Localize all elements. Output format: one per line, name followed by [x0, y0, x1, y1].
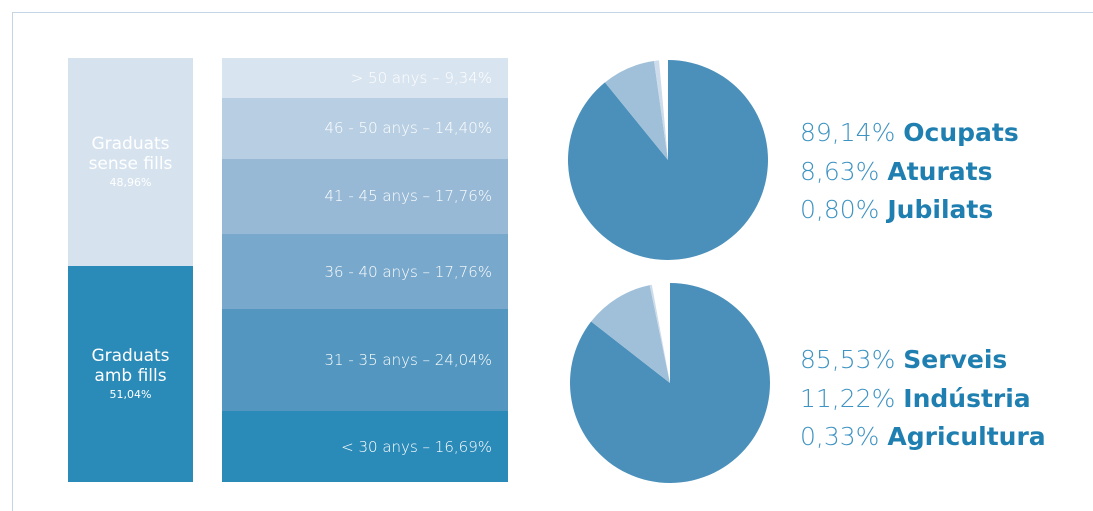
legend-name: Ocupats [903, 118, 1019, 147]
legend-value: 89,14% [800, 118, 896, 147]
segment-label: 36 - 40 anys – 17,76% [324, 262, 492, 281]
legend-entry: 85,53% Serveis [800, 345, 1007, 374]
bar-segment: Graduats sense fills 48,96% [68, 58, 193, 266]
bar-segment: Graduats amb fills 51,04% [68, 265, 193, 482]
bar-segment: > 50 anys – 9,34% [222, 58, 508, 98]
bar-segment: < 30 anys – 16,69% [222, 411, 508, 482]
segment-label: 46 - 50 anys – 14,40% [324, 119, 492, 138]
segment-name: Graduats sense fills [88, 134, 173, 175]
pie-slice [568, 60, 769, 260]
legend-value: 11,22% [800, 383, 896, 413]
segment-label: 51,04% [109, 388, 152, 402]
legend-entry: 0,80% Jubilats [800, 195, 993, 224]
frame [12, 12, 1093, 511]
legend-name: Indústria [903, 383, 1031, 413]
pie-slice [604, 60, 668, 160]
legend-entry: 89,14% Ocupats [800, 118, 1019, 147]
legend-value: 8,63% [800, 156, 880, 186]
pie-slice [649, 284, 670, 383]
segment-label: 31 - 35 anys – 24,04% [324, 351, 492, 370]
legend-name: Agricultura [887, 422, 1046, 451]
bar-segment: 36 - 40 anys – 17,76% [222, 234, 508, 310]
legend-value: 0,33% [800, 422, 880, 451]
legend-value: 85,53% [800, 345, 896, 374]
segment-label: 41 - 45 anys – 17,76% [324, 187, 492, 206]
legend-name: Serveis [903, 345, 1008, 374]
pie-slice [654, 60, 668, 160]
bar-segment: 41 - 45 anys – 17,76% [222, 158, 508, 234]
legend-name: Jubilats [887, 195, 994, 224]
segment-label: 48,96% [109, 176, 152, 190]
legend-value: 0,80% [800, 195, 880, 224]
legend-entry: 11,22% Indústria [800, 384, 1031, 413]
segment-name: Graduats amb fills [91, 346, 170, 387]
bar-segment: 46 - 50 anys – 14,40% [222, 97, 508, 159]
legend-entry: 8,63% Aturats [800, 157, 993, 186]
pie-slice [591, 285, 670, 383]
bar-segment: 31 - 35 anys – 24,04% [222, 309, 508, 412]
segment-label: > 50 anys – 9,34% [350, 68, 492, 87]
legend-entry: 0,33% Agricultura [800, 422, 1046, 451]
segment-label: < 30 anys – 16,69% [341, 437, 492, 456]
legend-name: Aturats [887, 156, 993, 186]
